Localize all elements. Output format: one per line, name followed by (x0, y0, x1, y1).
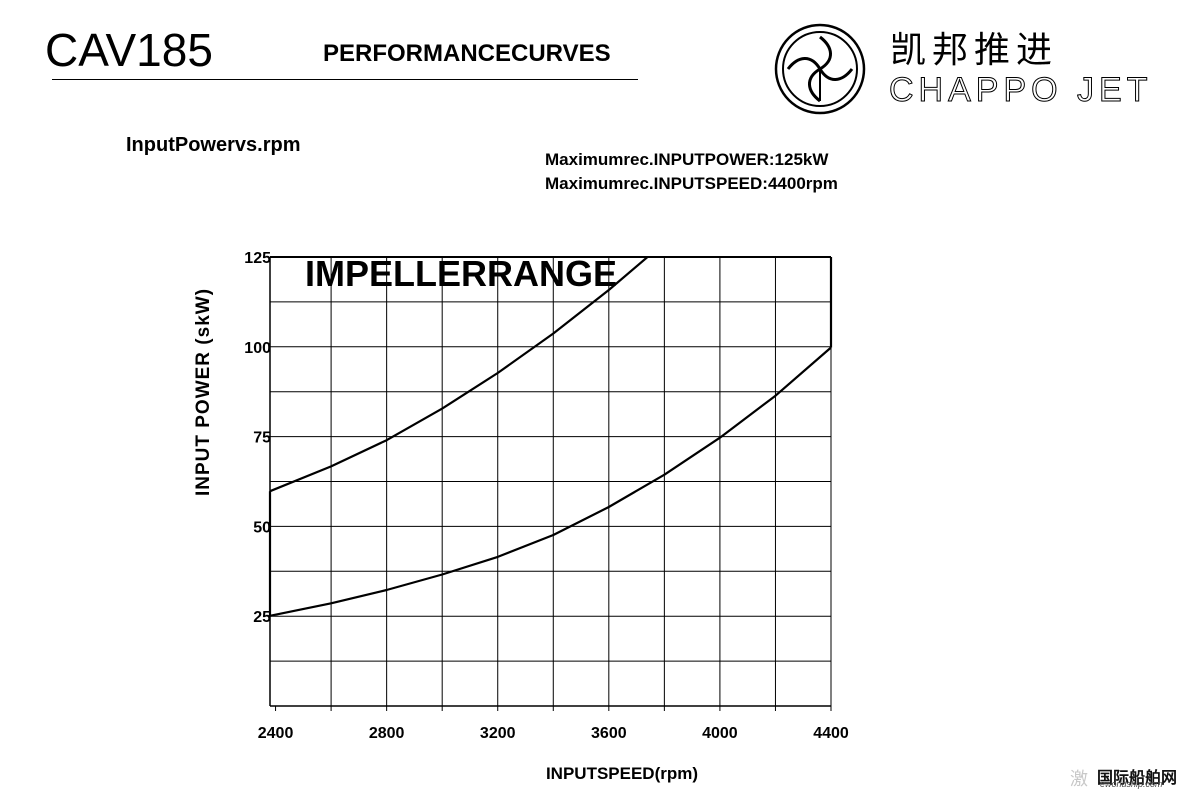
x-axis-label: INPUTSPEED(rpm) (546, 764, 698, 783)
max-speed-spec: Maximumrec.INPUTSPEED:4400rpm (545, 174, 838, 193)
y-axis-label: INPUT POWER (skW) (193, 288, 214, 496)
max-power-spec: Maximumrec.INPUTPOWER:125kW (545, 150, 829, 169)
header-divider (52, 79, 638, 80)
watermark-faded-char: 激 (1070, 769, 1088, 789)
chart-frame (269, 257, 832, 711)
chart-tick-labels: 25 50 75 100 125 2400 2800 3200 3600 4000 4400 (244, 250, 849, 742)
chart-curves (268, 256, 833, 617)
impeller-range-annotation: IMPELLERRANGE (305, 253, 617, 294)
x-tick-label: 3200 (480, 725, 516, 742)
chappo-jet-logo (774, 23, 866, 115)
y-tick-label: 125 (244, 250, 271, 267)
lower-limit-curve (269, 346, 832, 617)
y-tick-label: 100 (244, 340, 271, 357)
page-title: PERFORMANCECURVES (323, 40, 611, 67)
chart-grid (270, 256, 832, 706)
watermark-site-name: 国际船舶网 (1097, 770, 1178, 787)
x-tick-label: 2400 (258, 725, 294, 742)
brand-english-name: CHAPPO JET (888, 71, 1153, 109)
x-tick-label: 3600 (591, 725, 627, 742)
x-tick-label: 4000 (702, 725, 738, 742)
chart-subtitle: InputPowervs.rpm (126, 134, 301, 156)
y-tick-label: 50 (253, 519, 271, 536)
y-tick-label: 25 (253, 609, 271, 626)
x-tick-label: 2800 (369, 725, 405, 742)
upper-limit-curve (269, 256, 651, 493)
y-tick-label: 75 (253, 430, 271, 447)
model-name: CAV185 (45, 24, 213, 76)
x-tick-label: 4400 (813, 725, 849, 742)
brand-chinese-name: 凯邦推进 (890, 29, 1059, 70)
watermark-url: eworldship.com (1100, 779, 1163, 789)
